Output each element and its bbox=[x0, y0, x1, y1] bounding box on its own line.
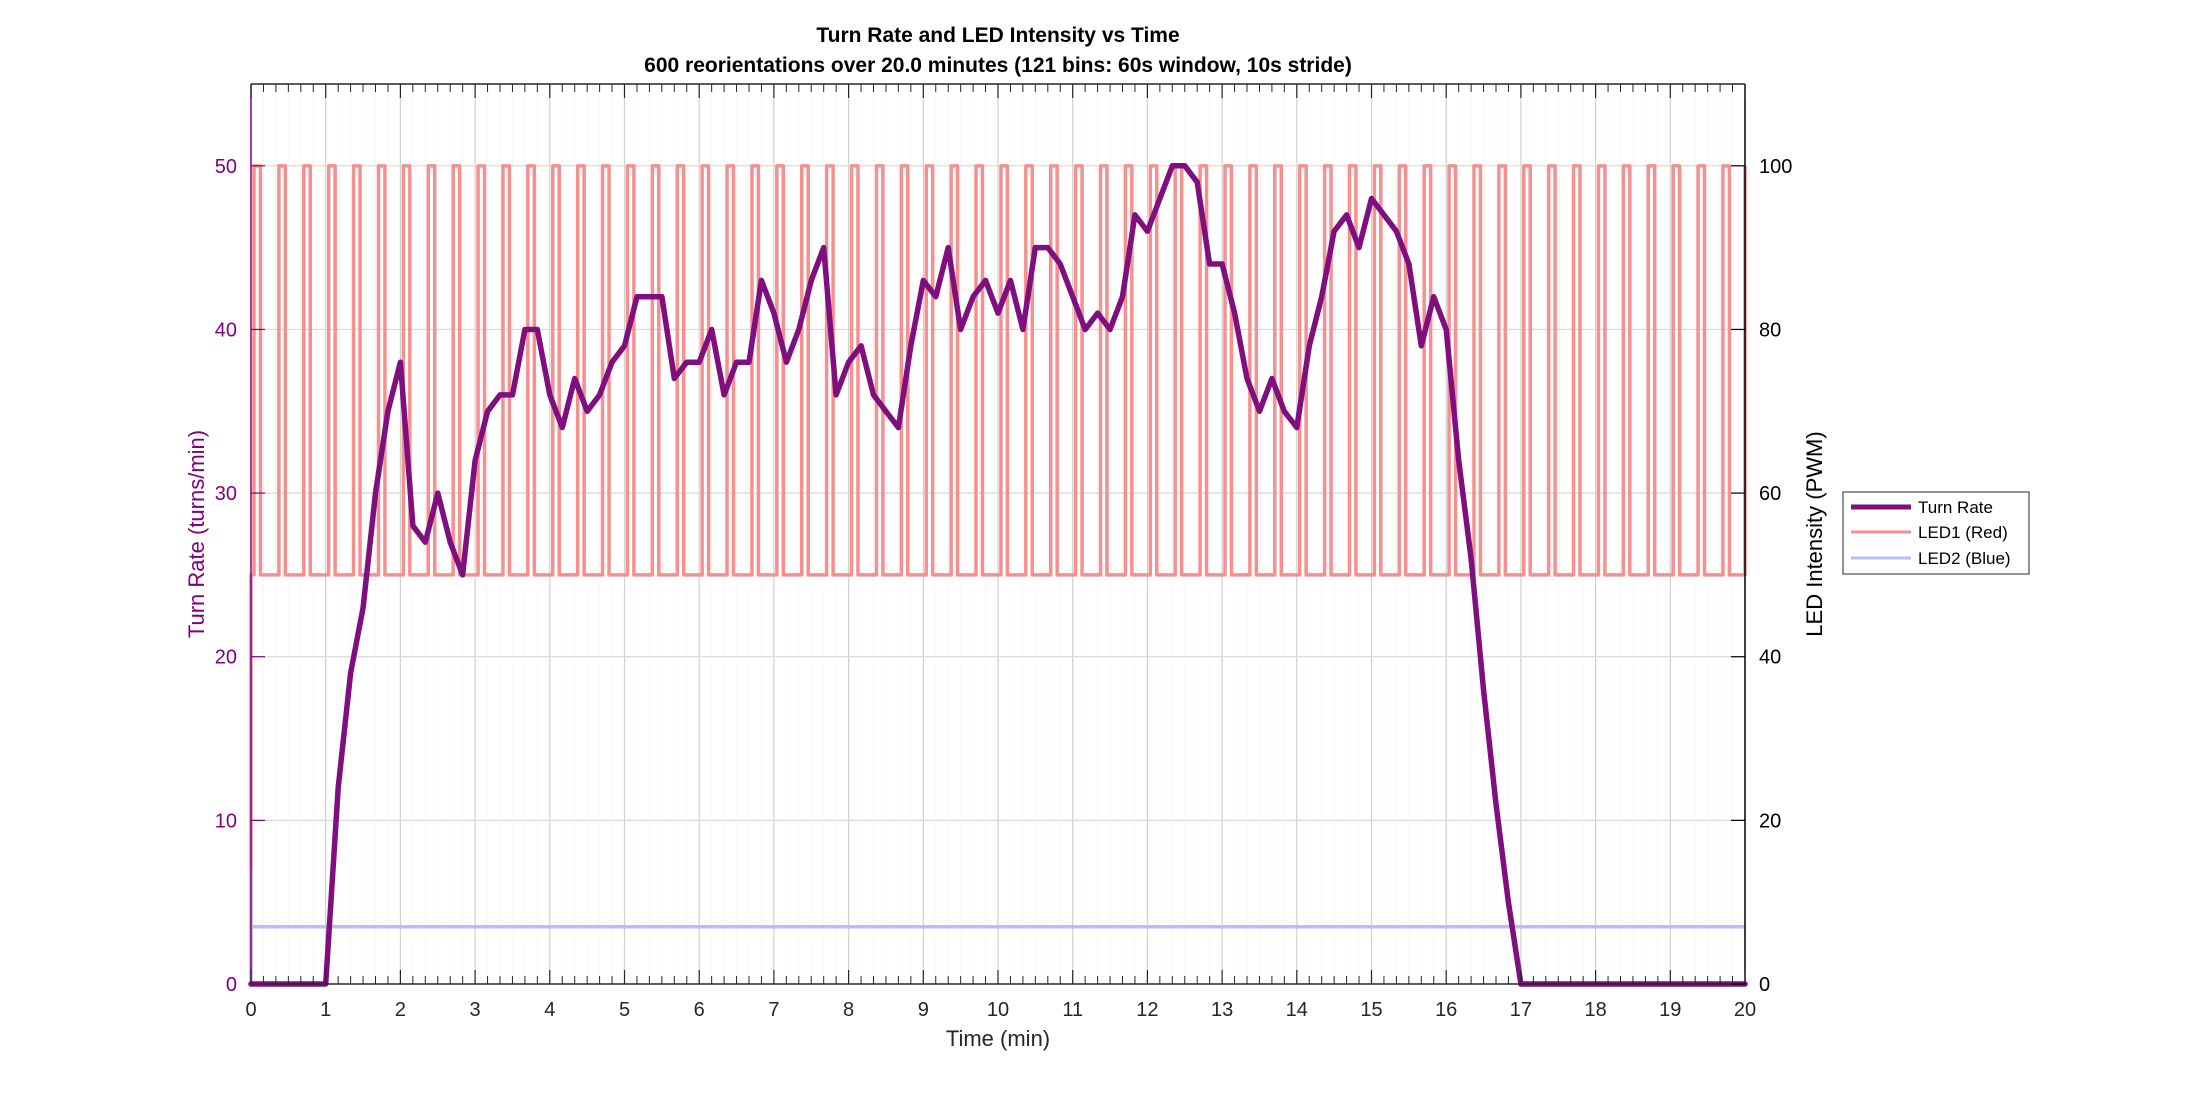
left-y-tick-label: 0 bbox=[226, 974, 237, 996]
right-y-tick-label: 80 bbox=[1759, 319, 1781, 341]
grid bbox=[251, 84, 1745, 984]
right-y-tick-label: 20 bbox=[1759, 810, 1781, 832]
left-y-tick-label: 10 bbox=[215, 810, 237, 832]
led1-line bbox=[249, 164, 1747, 984]
x-tick-label: 10 bbox=[987, 999, 1009, 1021]
legend-label-led2: LED2 (Blue) bbox=[1918, 549, 2011, 568]
right-y-tick-label: 0 bbox=[1759, 974, 1770, 996]
chart-title: Turn Rate and LED Intensity vs Time bbox=[816, 24, 1179, 47]
left-y-tick-label: 40 bbox=[215, 319, 237, 341]
x-tick-label: 0 bbox=[245, 999, 256, 1021]
legend: Turn Rate LED1 (Red) LED2 (Blue) bbox=[1842, 491, 2030, 575]
x-tick-label: 8 bbox=[843, 999, 854, 1021]
left-y-tick-label: 30 bbox=[215, 483, 237, 505]
left-y-tick-label: 50 bbox=[215, 156, 237, 178]
x-axis-label: Time (min) bbox=[946, 1026, 1050, 1051]
x-tick-label: 4 bbox=[544, 999, 555, 1021]
x-tick-label: 2 bbox=[395, 999, 406, 1021]
x-tick-label: 6 bbox=[694, 999, 705, 1021]
legend-label-led1: LED1 (Red) bbox=[1918, 523, 2008, 542]
x-tick-label: 13 bbox=[1211, 999, 1233, 1021]
axis-ticks: 0 1 2 3 4 5 6 7 8 9 10 11 12 13 14 15 16 17 18 19 2001020304… bbox=[215, 84, 1792, 1021]
turn-rate-series bbox=[248, 163, 1748, 987]
right-y-tick-label: 60 bbox=[1759, 483, 1781, 505]
x-tick-label: 15 bbox=[1360, 999, 1382, 1021]
chart-subtitle: 600 reorientations over 20.0 minutes (12… bbox=[644, 54, 1352, 77]
turn-rate-line bbox=[248, 163, 1748, 987]
x-tick-label: 18 bbox=[1584, 999, 1606, 1021]
x-tick-label: 7 bbox=[768, 999, 779, 1021]
right-y-tick-label: 40 bbox=[1759, 647, 1781, 669]
right-y-axis-label: LED Intensity (PWM) bbox=[1802, 431, 1827, 636]
x-tick-label: 16 bbox=[1435, 999, 1457, 1021]
legend-label-turn-rate: Turn Rate bbox=[1918, 498, 1993, 517]
x-tick-label: 9 bbox=[918, 999, 929, 1021]
left-y-tick-label: 20 bbox=[215, 647, 237, 669]
x-tick-label: 17 bbox=[1510, 999, 1532, 1021]
x-tick-label: 12 bbox=[1136, 999, 1158, 1021]
right-y-tick-label: 100 bbox=[1759, 156, 1792, 178]
x-tick-label: 1 bbox=[320, 999, 331, 1021]
x-tick-label: 20 bbox=[1734, 999, 1756, 1021]
x-tick-label: 11 bbox=[1062, 999, 1083, 1021]
x-tick-label: 3 bbox=[470, 999, 481, 1021]
led1-series bbox=[249, 164, 1747, 984]
x-tick-label: 19 bbox=[1659, 999, 1681, 1021]
left-y-axis-label: Turn Rate (turns/min) bbox=[184, 430, 209, 638]
x-tick-label: 5 bbox=[619, 999, 630, 1021]
x-tick-label: 14 bbox=[1286, 999, 1308, 1021]
